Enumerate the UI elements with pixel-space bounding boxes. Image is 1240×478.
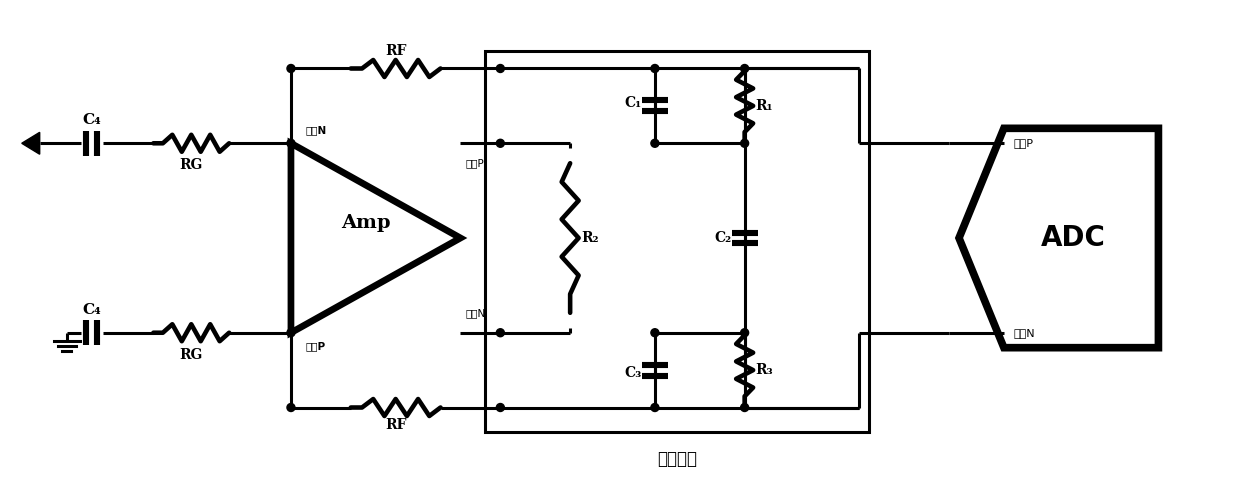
Text: RG: RG <box>180 348 203 362</box>
Circle shape <box>496 139 505 147</box>
Text: 输出N: 输出N <box>465 308 486 318</box>
Circle shape <box>740 139 749 147</box>
Text: 输入N: 输入N <box>1014 328 1035 338</box>
Circle shape <box>496 65 505 73</box>
Text: 输入N: 输入N <box>306 125 327 135</box>
Text: C₃: C₃ <box>624 366 641 380</box>
Polygon shape <box>22 132 40 154</box>
Text: 输出P: 输出P <box>465 158 484 168</box>
Text: C₄: C₄ <box>82 113 100 127</box>
Circle shape <box>740 403 749 412</box>
Circle shape <box>651 403 658 412</box>
Text: 输入P: 输入P <box>1014 138 1034 148</box>
Circle shape <box>651 65 658 73</box>
Text: R₃: R₃ <box>755 363 774 377</box>
Circle shape <box>286 403 295 412</box>
Circle shape <box>740 329 749 337</box>
Text: R₁: R₁ <box>755 99 774 113</box>
Text: RG: RG <box>180 158 203 172</box>
Circle shape <box>740 65 749 73</box>
Circle shape <box>496 403 505 412</box>
Text: R₂: R₂ <box>582 231 599 245</box>
Text: C₄: C₄ <box>82 303 100 317</box>
Circle shape <box>496 329 505 337</box>
Text: RF: RF <box>384 43 407 57</box>
Text: ADC: ADC <box>1042 224 1106 252</box>
Text: RF: RF <box>384 418 407 433</box>
Text: 输入P: 输入P <box>306 341 326 351</box>
Circle shape <box>286 329 295 337</box>
Text: 补偿网络: 补偿网络 <box>657 450 697 468</box>
Circle shape <box>286 139 295 147</box>
Text: C₁: C₁ <box>624 96 641 110</box>
Text: Amp: Amp <box>341 214 391 232</box>
Circle shape <box>651 139 658 147</box>
Text: C₂: C₂ <box>714 231 732 245</box>
Circle shape <box>286 65 295 73</box>
Bar <box>485 51 869 433</box>
Circle shape <box>651 329 658 337</box>
